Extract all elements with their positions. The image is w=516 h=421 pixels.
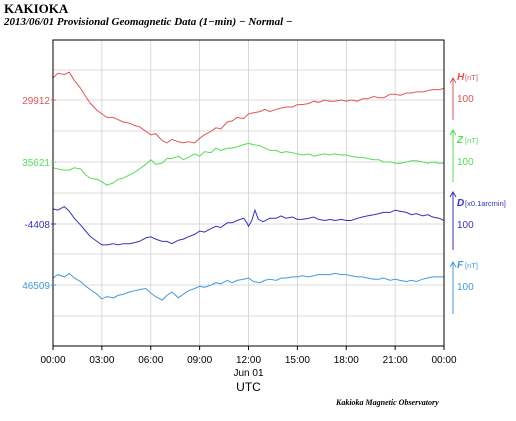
scale-value-Z: 100 bbox=[457, 157, 474, 168]
x-ticks: 00:00 03:00 06:00 09:00 12:00 15:00 18:00 21:00… bbox=[40, 346, 457, 366]
chart-subtitle: 2013/06/01 Provisional Geomagnetic Data … bbox=[4, 16, 293, 28]
x-tick-label: 00:00 bbox=[40, 355, 65, 366]
x-tick-label: 09:00 bbox=[187, 355, 212, 366]
x-date-label: Jun 01 bbox=[233, 368, 263, 379]
series-line-Z bbox=[52, 142, 444, 186]
scale-arrow-Z bbox=[449, 129, 457, 136]
x-tick-label: 12:00 bbox=[236, 355, 261, 366]
series-name-D: D bbox=[457, 198, 464, 209]
scale-arrow-D bbox=[449, 191, 457, 198]
series-line-D bbox=[52, 205, 445, 246]
series-name-F: F bbox=[457, 260, 464, 271]
series-name-Z: Z bbox=[456, 135, 464, 146]
x-tick-label: 18:00 bbox=[334, 355, 359, 366]
reference-labels: 29912 35621 -4408 46509 bbox=[22, 96, 56, 292]
series-unit-F: [nT] bbox=[465, 261, 478, 270]
ref-label-Z: 35621 bbox=[22, 158, 50, 169]
scale-value-F: 100 bbox=[457, 282, 474, 293]
x-tick-label: 03:00 bbox=[89, 355, 114, 366]
scale-arrow-F bbox=[449, 261, 457, 268]
series-name-H: H bbox=[457, 72, 465, 83]
x-tick-label: 21:00 bbox=[383, 355, 408, 366]
ref-label-D: -4408 bbox=[24, 220, 50, 231]
x-tick-label: 06:00 bbox=[138, 355, 163, 366]
series-line-F bbox=[52, 272, 444, 301]
series-layer bbox=[52, 71, 445, 301]
x-tick-label: 15:00 bbox=[285, 355, 310, 366]
observatory-credit: Kakioka Magnetic Observatory bbox=[336, 398, 439, 407]
series-unit-H: [nT] bbox=[465, 73, 478, 82]
x-tick-label: 00:00 bbox=[431, 355, 456, 366]
series-unit-D: [x0.1arcmin] bbox=[465, 199, 506, 208]
ref-label-H: 29912 bbox=[22, 96, 50, 107]
series-unit-Z: [nT] bbox=[465, 136, 478, 145]
scale-value-H: 100 bbox=[457, 94, 474, 105]
x-axis-label: UTC bbox=[236, 380, 261, 394]
series-line-H bbox=[52, 71, 445, 144]
scale-arrow-H bbox=[449, 77, 457, 84]
station-title: KAKIOKA bbox=[4, 1, 69, 16]
chart-grid bbox=[53, 40, 444, 346]
ref-label-F: 46509 bbox=[22, 281, 50, 292]
scale-value-D: 100 bbox=[457, 220, 474, 231]
